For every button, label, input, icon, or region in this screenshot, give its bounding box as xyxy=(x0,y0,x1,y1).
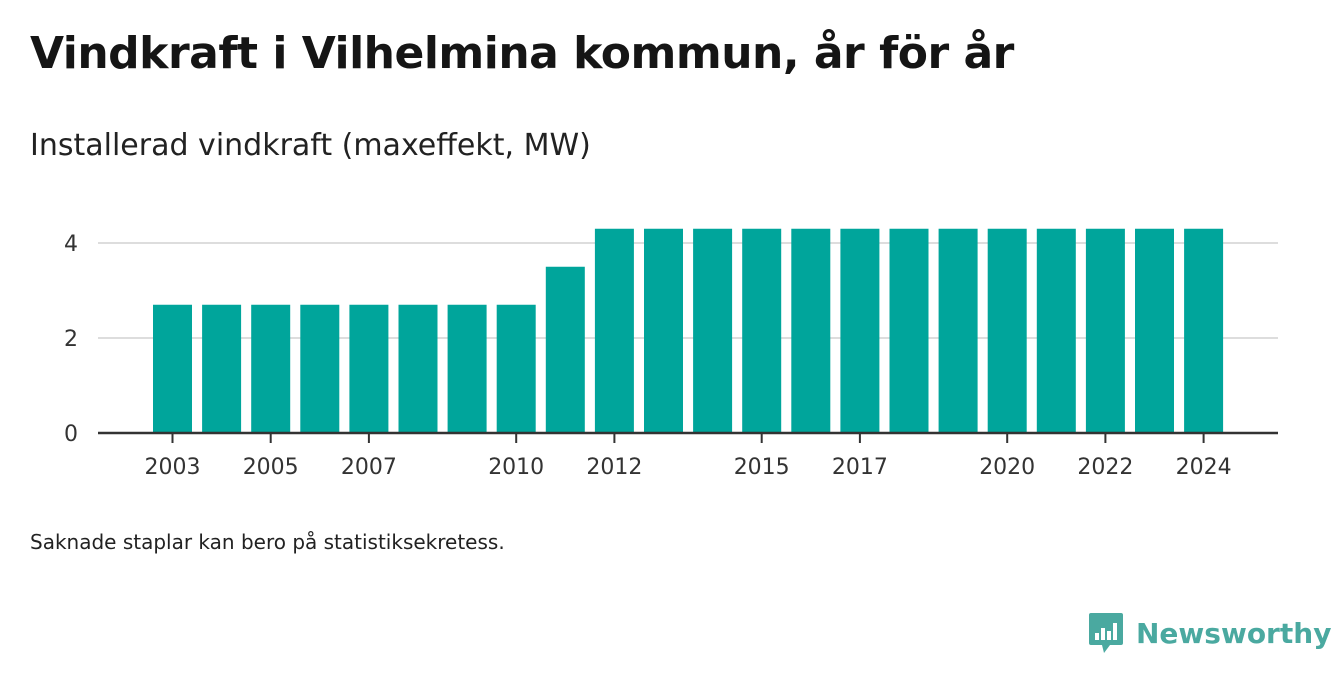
x-tick-label: 2003 xyxy=(145,455,201,480)
bar-2023 xyxy=(1135,228,1174,433)
bar-2011 xyxy=(545,266,585,433)
bar-2014 xyxy=(693,228,733,433)
x-tick-label: 2020 xyxy=(979,455,1035,480)
brand-name: Newsworthy xyxy=(1136,616,1332,650)
bar-2010 xyxy=(496,304,536,433)
bar-2020 xyxy=(987,228,1027,433)
bar-2007 xyxy=(349,304,389,433)
bar-2012 xyxy=(594,228,634,433)
x-tick-label: 2012 xyxy=(586,455,642,480)
bar-2006 xyxy=(300,304,340,433)
bar-2017 xyxy=(840,228,880,433)
bar-2008 xyxy=(398,304,438,433)
newsworthy-logo-icon xyxy=(1089,613,1123,653)
bar-2021 xyxy=(1036,228,1076,433)
bar-2016 xyxy=(791,228,831,433)
bar-2004 xyxy=(202,304,242,433)
bar-2022 xyxy=(1085,228,1125,433)
x-tick-label: 2010 xyxy=(488,455,544,480)
bar-2015 xyxy=(742,228,782,433)
bar-chart: 0 2 4 2003 2005 2007 2010 2012 2015 2017 2020 2022 2… xyxy=(64,228,1278,480)
x-tick-label: 2017 xyxy=(832,455,888,480)
bar-2009 xyxy=(447,304,487,433)
bar-2005 xyxy=(251,304,291,433)
bar-2013 xyxy=(644,228,683,433)
x-tick-label: 2024 xyxy=(1176,455,1232,480)
x-tick-label: 2015 xyxy=(734,455,790,480)
chart-subtitle: Installerad vindkraft (maxeffekt, MW) xyxy=(30,128,591,163)
y-tick-label: 0 xyxy=(64,422,78,447)
chart-title: Vindkraft i Vilhelmina kommun, år för år xyxy=(30,28,1014,79)
x-tick-label: 2022 xyxy=(1077,455,1133,480)
brand-logo: Newsworthy xyxy=(1088,610,1331,656)
bar-2018 xyxy=(889,228,929,433)
x-tick-label: 2007 xyxy=(341,455,397,480)
bar-2024 xyxy=(1184,228,1224,433)
y-tick-label: 2 xyxy=(64,327,78,352)
y-tick-label: 4 xyxy=(64,232,78,257)
footnote: Saknade staplar kan bero på statistiksek… xyxy=(30,530,505,554)
bar-2003 xyxy=(153,304,192,433)
bar-2019 xyxy=(938,228,978,433)
x-tick-label: 2005 xyxy=(243,455,299,480)
